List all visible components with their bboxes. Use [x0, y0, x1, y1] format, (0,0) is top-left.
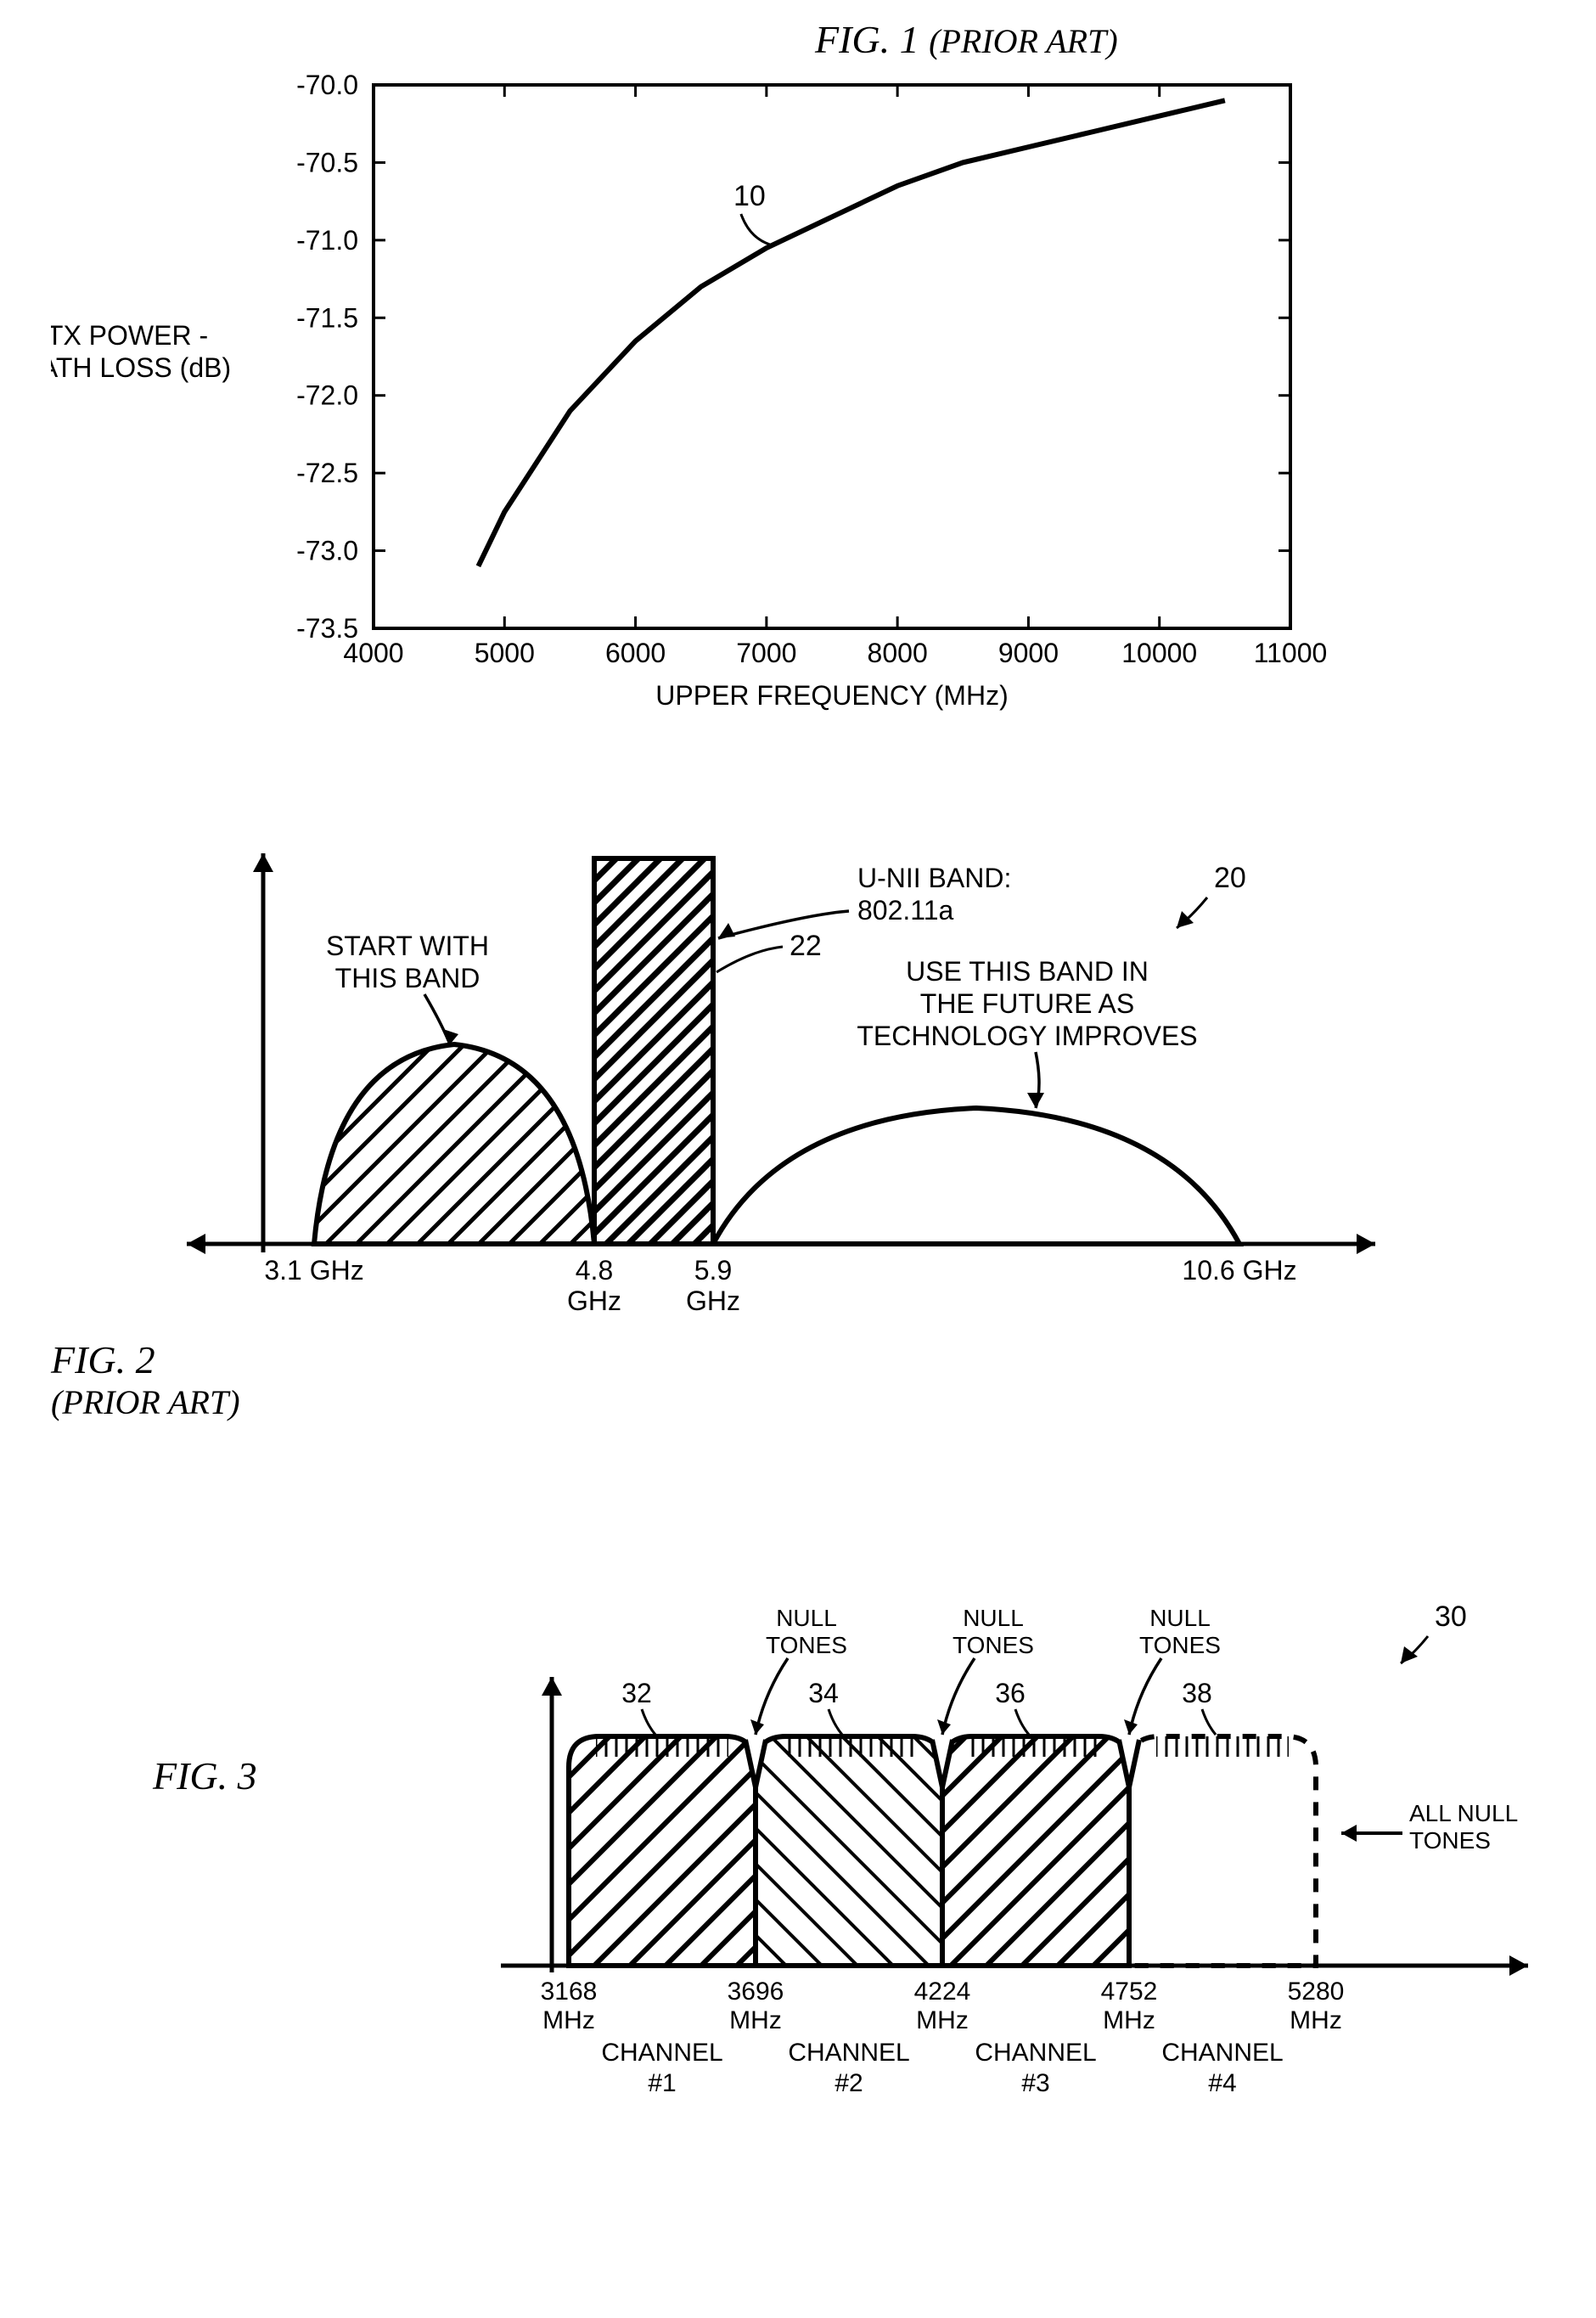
svg-text:20: 20	[1214, 862, 1246, 894]
svg-text:MHz: MHz	[916, 2006, 969, 2034]
svg-text:-70.5: -70.5	[296, 147, 358, 177]
svg-text:-70.0: -70.0	[296, 70, 358, 100]
svg-text:CHANNEL: CHANNEL	[1161, 2039, 1283, 2067]
svg-text:5000: 5000	[475, 638, 535, 668]
svg-text:ALL NULL: ALL NULL	[1409, 1800, 1518, 1826]
svg-text:4224: 4224	[914, 1978, 971, 2006]
svg-text:10000: 10000	[1121, 638, 1197, 668]
svg-text:TX POWER -: TX POWER -	[51, 320, 208, 351]
figure-3: FIG. 3 3168MHz3696MHz4224MHz4752MHz5280M…	[51, 1567, 1545, 2182]
svg-text:38: 38	[1182, 1678, 1212, 1708]
svg-text:MHz: MHz	[729, 2006, 782, 2034]
svg-text:9000: 9000	[998, 638, 1059, 668]
svg-text:4000: 4000	[343, 638, 403, 668]
svg-text:NULL: NULL	[1149, 1605, 1211, 1631]
svg-text:34: 34	[808, 1678, 839, 1708]
fig2-title-main: FIG. 2	[51, 1338, 155, 1381]
svg-text:22: 22	[790, 930, 822, 962]
svg-text:#1: #1	[648, 2069, 676, 2097]
svg-text:TONES: TONES	[1139, 1632, 1221, 1658]
svg-text:3696: 3696	[728, 1978, 784, 2006]
svg-text:TONES: TONES	[766, 1632, 847, 1658]
svg-text:PATH LOSS (dB): PATH LOSS (dB)	[51, 352, 231, 383]
svg-text:-71.0: -71.0	[296, 225, 358, 256]
svg-text:GHz: GHz	[567, 1286, 621, 1316]
figure-2: 3.1 GHz4.8GHz5.9GHz10.6 GHzSTART WITHTHI…	[51, 836, 1545, 1465]
svg-text:THE FUTURE AS: THE FUTURE AS	[920, 988, 1134, 1019]
svg-text:-71.5: -71.5	[296, 302, 358, 333]
svg-text:GHz: GHz	[686, 1286, 740, 1316]
svg-text:#3: #3	[1021, 2069, 1049, 2097]
svg-text:#2: #2	[835, 2069, 863, 2097]
svg-text:-72.5: -72.5	[296, 458, 358, 488]
svg-text:-72.0: -72.0	[296, 380, 358, 411]
svg-text:30: 30	[1435, 1601, 1467, 1633]
svg-text:U-NII BAND:: U-NII BAND:	[857, 863, 1011, 893]
fig1-title-main: FIG. 1	[815, 18, 919, 61]
svg-text:11000: 11000	[1254, 638, 1328, 668]
svg-text:6000: 6000	[605, 638, 666, 668]
svg-text:8000: 8000	[868, 638, 928, 668]
svg-text:3168: 3168	[541, 1978, 598, 2006]
fig2-title: FIG. 2	[51, 1337, 240, 1382]
svg-text:4.8: 4.8	[576, 1255, 613, 1286]
svg-text:NULL: NULL	[776, 1605, 837, 1631]
svg-text:CHANNEL: CHANNEL	[601, 2039, 722, 2067]
svg-text:TECHNOLOGY IMPROVES: TECHNOLOGY IMPROVES	[857, 1021, 1197, 1051]
svg-text:MHz: MHz	[1103, 2006, 1155, 2034]
svg-text:3.1 GHz: 3.1 GHz	[264, 1255, 363, 1286]
svg-text:10.6 GHz: 10.6 GHz	[1182, 1255, 1296, 1286]
svg-text:THIS BAND: THIS BAND	[335, 963, 480, 993]
svg-text:10: 10	[733, 180, 766, 212]
svg-text:5280: 5280	[1288, 1978, 1345, 2006]
fig2-chart: 3.1 GHz4.8GHz5.9GHz10.6 GHzSTART WITHTHI…	[153, 836, 1477, 1380]
svg-text:CHANNEL: CHANNEL	[788, 2039, 909, 2067]
fig1-chart: -73.5-73.0-72.5-72.0-71.5-71.0-70.5-70.0…	[51, 34, 1375, 730]
svg-text:7000: 7000	[736, 638, 796, 668]
figure-1: FIG. 1 (PRIOR ART) -73.5-73.0-72.5-72.0-…	[51, 34, 1545, 734]
svg-text:32: 32	[621, 1678, 652, 1708]
svg-text:TONES: TONES	[1409, 1827, 1491, 1854]
svg-text:MHz: MHz	[1290, 2006, 1342, 2034]
fig3-title: FIG. 3	[153, 1754, 257, 1798]
svg-text:START WITH: START WITH	[326, 931, 489, 961]
svg-text:802.11a: 802.11a	[857, 895, 954, 926]
svg-text:NULL: NULL	[963, 1605, 1024, 1631]
svg-text:USE THIS BAND IN: USE THIS BAND IN	[906, 956, 1149, 987]
fig3-chart: 3168MHz3696MHz4224MHz4752MHz5280MHzCHANN…	[458, 1567, 1596, 2178]
svg-text:CHANNEL: CHANNEL	[975, 2039, 1096, 2067]
svg-text:5.9: 5.9	[694, 1255, 732, 1286]
svg-text:MHz: MHz	[542, 2006, 595, 2034]
svg-text:UPPER FREQUENCY (MHz): UPPER FREQUENCY (MHz)	[655, 680, 1008, 711]
fig2-title-paren: (PRIOR ART)	[51, 1382, 240, 1422]
svg-text:-73.0: -73.0	[296, 536, 358, 566]
fig1-title: FIG. 1 (PRIOR ART)	[815, 18, 1118, 61]
svg-text:36: 36	[995, 1678, 1026, 1708]
fig1-title-paren: (PRIOR ART)	[929, 22, 1118, 60]
svg-text:4752: 4752	[1101, 1978, 1158, 2006]
svg-text:#4: #4	[1208, 2069, 1236, 2097]
svg-text:TONES: TONES	[953, 1632, 1034, 1658]
